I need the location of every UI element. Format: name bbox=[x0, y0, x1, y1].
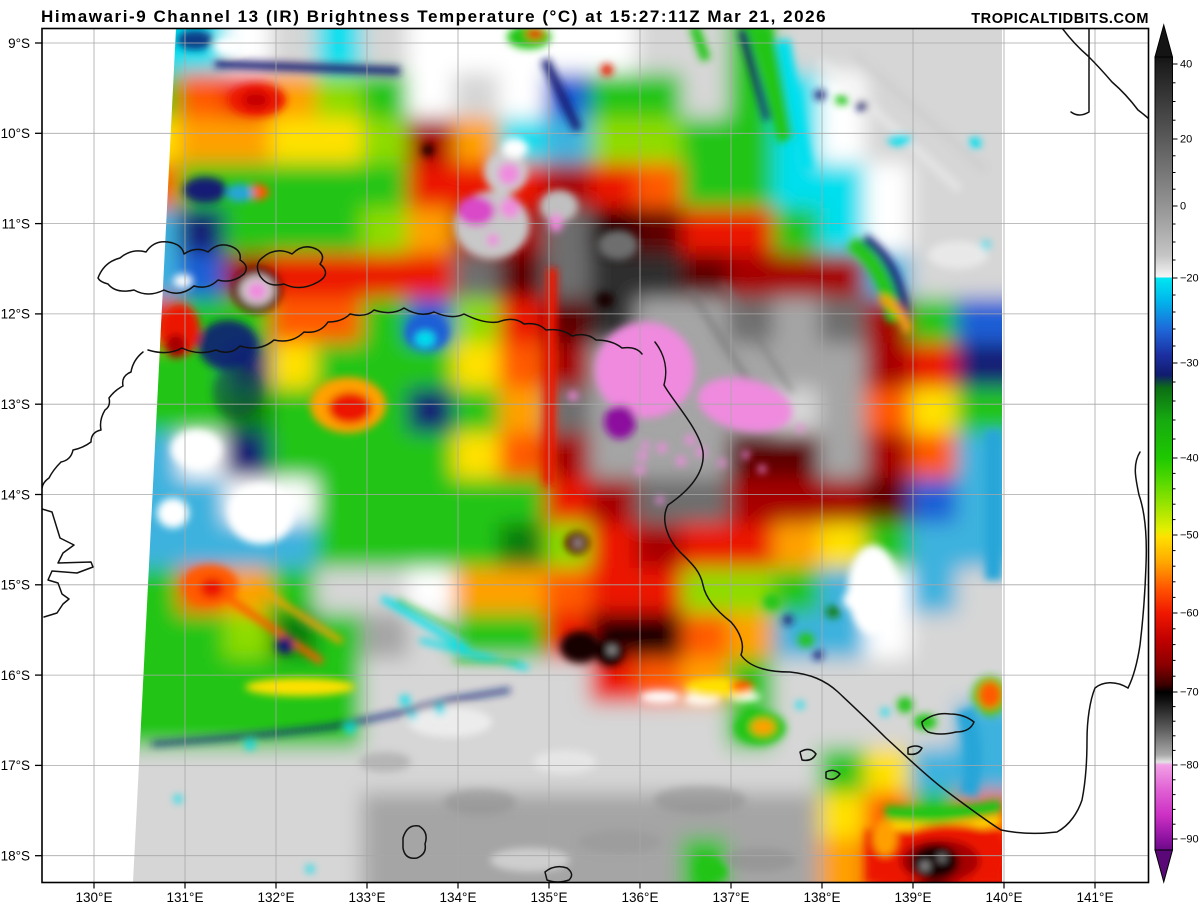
svg-text:141°E: 141°E bbox=[1077, 890, 1114, 905]
svg-text:11°S: 11°S bbox=[2, 216, 30, 231]
svg-text:−40: −40 bbox=[1180, 453, 1199, 465]
svg-text:15°S: 15°S bbox=[1, 578, 30, 593]
svg-text:136°E: 136°E bbox=[622, 890, 659, 905]
svg-text:18°S: 18°S bbox=[1, 849, 30, 864]
svg-text:134°E: 134°E bbox=[440, 890, 477, 905]
svg-text:139°E: 139°E bbox=[895, 890, 932, 905]
svg-text:0: 0 bbox=[1180, 201, 1186, 213]
svg-text:13°S: 13°S bbox=[1, 397, 30, 412]
svg-text:132°E: 132°E bbox=[258, 890, 295, 905]
svg-text:40: 40 bbox=[1180, 59, 1192, 71]
svg-text:10°S: 10°S bbox=[1, 126, 30, 141]
svg-text:−20: −20 bbox=[1180, 273, 1199, 285]
svg-text:14°S: 14°S bbox=[1, 487, 30, 502]
svg-text:17°S: 17°S bbox=[1, 758, 30, 773]
svg-text:12°S: 12°S bbox=[1, 307, 30, 322]
svg-text:−50: −50 bbox=[1180, 530, 1199, 542]
svg-text:TROPICALTIDBITS.COM: TROPICALTIDBITS.COM bbox=[971, 11, 1149, 27]
svg-text:140°E: 140°E bbox=[986, 890, 1023, 905]
svg-text:20: 20 bbox=[1180, 134, 1192, 146]
svg-text:138°E: 138°E bbox=[804, 890, 841, 905]
svg-text:Himawari-9 Channel 13 (IR) Bri: Himawari-9 Channel 13 (IR) Brightness Te… bbox=[41, 7, 827, 26]
svg-text:−80: −80 bbox=[1180, 760, 1199, 772]
svg-text:−70: −70 bbox=[1180, 687, 1199, 699]
svg-text:137°E: 137°E bbox=[713, 890, 750, 905]
svg-text:−60: −60 bbox=[1180, 608, 1199, 620]
svg-text:135°E: 135°E bbox=[531, 890, 568, 905]
svg-text:16°S: 16°S bbox=[1, 668, 30, 683]
svg-text:−90: −90 bbox=[1180, 834, 1199, 846]
svg-text:9°S: 9°S bbox=[8, 36, 30, 51]
svg-text:133°E: 133°E bbox=[349, 890, 386, 905]
svg-text:130°E: 130°E bbox=[76, 890, 113, 905]
svg-text:−30: −30 bbox=[1180, 358, 1199, 370]
svg-text:131°E: 131°E bbox=[167, 890, 204, 905]
